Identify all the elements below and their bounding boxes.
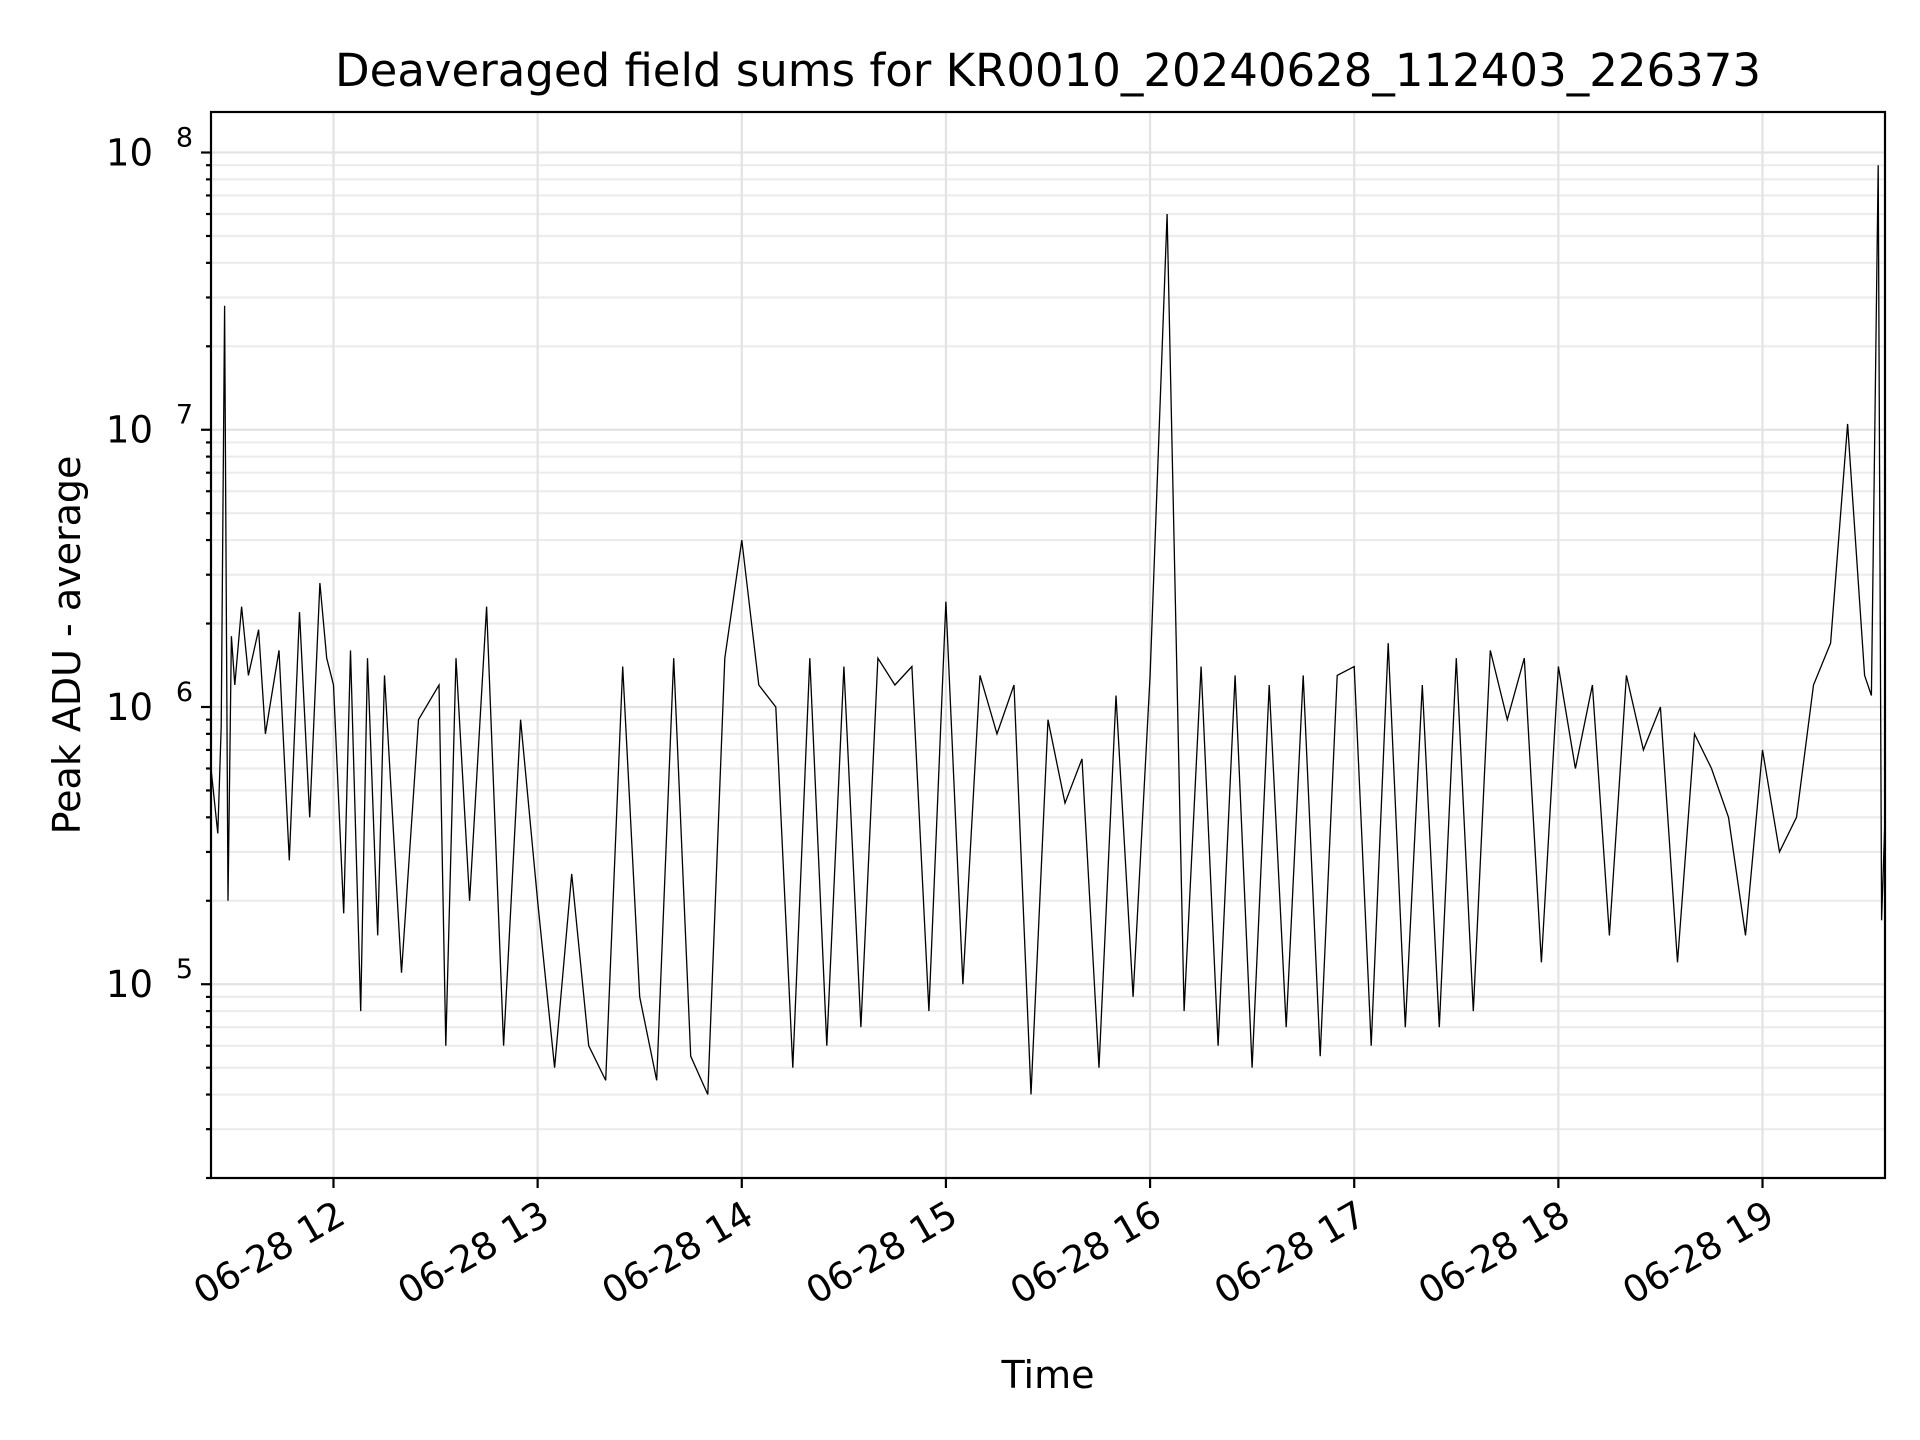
y-tick-label: 10 bbox=[106, 132, 153, 175]
x-axis: 06-28 12 06-28 13 06-28 14 06-28 15 06-28 16… bbox=[186, 1178, 1781, 1313]
y-tick-base: 10 bbox=[106, 409, 153, 452]
y-tick-exponent: 7 bbox=[176, 400, 193, 431]
y-tick-base: 10 bbox=[106, 686, 153, 729]
x-tick-label: 06-28 14 bbox=[595, 1193, 761, 1313]
series-line bbox=[210, 165, 1886, 1095]
y-axis-label: Peak ADU - average bbox=[45, 456, 89, 835]
x-tick-label: 06-28 19 bbox=[1615, 1193, 1781, 1313]
y-axis: 10 5 10 6 10 7 10 8 bbox=[106, 123, 211, 1180]
chart-title: Deaveraged field sums for KR0010_2024062… bbox=[335, 44, 1761, 97]
x-tick-label: 06-28 15 bbox=[799, 1193, 965, 1313]
x-tick-label: 06-28 18 bbox=[1411, 1193, 1577, 1313]
y-tick-label: 10 bbox=[106, 686, 153, 729]
y-tick-label: 10 bbox=[106, 409, 153, 452]
y-tick-base: 10 bbox=[106, 132, 153, 175]
x-tick-label: 06-28 13 bbox=[391, 1193, 557, 1313]
x-axis-label: Time bbox=[1001, 1353, 1095, 1397]
x-tick-label: 06-28 16 bbox=[1003, 1193, 1169, 1313]
y-tick-exponent: 5 bbox=[176, 954, 193, 985]
y-tick-exponent: 6 bbox=[176, 677, 193, 708]
plot-frame bbox=[209, 110, 1887, 1180]
y-tick-label: 10 bbox=[106, 963, 153, 1006]
y-tick-base: 10 bbox=[106, 963, 153, 1006]
grid bbox=[211, 112, 1885, 1180]
y-tick-exponent: 8 bbox=[176, 123, 193, 154]
x-tick-label: 06-28 17 bbox=[1207, 1193, 1373, 1313]
x-tick-label: 06-28 12 bbox=[186, 1193, 352, 1313]
